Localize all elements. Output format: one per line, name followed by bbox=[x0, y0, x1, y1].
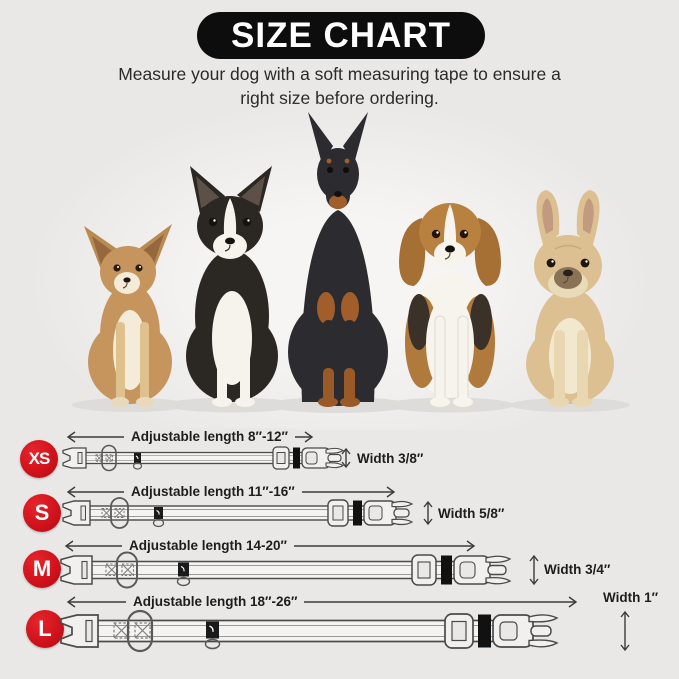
size-badge-l-label: L bbox=[38, 616, 52, 641]
page-title: SIZE CHART bbox=[231, 15, 451, 55]
size-badge-l: L bbox=[26, 610, 64, 648]
collar-m bbox=[60, 551, 512, 589]
subtitle-line1: Measure your dog with a soft measuring t… bbox=[118, 64, 561, 84]
size-badge-s-label: S bbox=[34, 500, 50, 525]
size-badge-m-label: M bbox=[32, 556, 52, 581]
width-arrow-l bbox=[620, 610, 630, 652]
length-label-l: Adjustable length 18″-26″ bbox=[126, 593, 305, 610]
dog-beagle bbox=[386, 203, 514, 413]
width-arrow-m bbox=[529, 554, 539, 586]
size-badge-s: S bbox=[23, 494, 61, 532]
length-label-m: Adjustable length 14-20″ bbox=[122, 537, 294, 554]
collar-s bbox=[62, 497, 414, 529]
collar-xs bbox=[62, 444, 345, 472]
dog-boston-terrier bbox=[166, 166, 298, 413]
size-badge-m: M bbox=[23, 550, 61, 588]
width-label-l: Width 1″ bbox=[603, 590, 659, 605]
dog-chihuahua bbox=[72, 224, 188, 412]
size-badge-xs-label: XS bbox=[28, 449, 51, 468]
length-label-xs: Adjustable length 8″-12″ bbox=[124, 428, 295, 445]
dog-french-bulldog bbox=[510, 190, 630, 412]
width-arrow-xs bbox=[341, 447, 351, 469]
collar-l bbox=[60, 609, 559, 653]
width-label-m: Width 3/4″ bbox=[544, 562, 611, 577]
dogs-photo bbox=[72, 112, 630, 413]
title-pill: SIZE CHART bbox=[197, 12, 485, 59]
width-label-xs: Width 3/8″ bbox=[357, 451, 424, 466]
length-label-s: Adjustable length 11″-16″ bbox=[124, 483, 302, 500]
dog-doberman bbox=[266, 112, 410, 413]
size-badge-xs: XS bbox=[20, 440, 58, 478]
width-label-s: Width 5/8″ bbox=[438, 506, 505, 521]
width-arrow-s bbox=[423, 500, 433, 526]
